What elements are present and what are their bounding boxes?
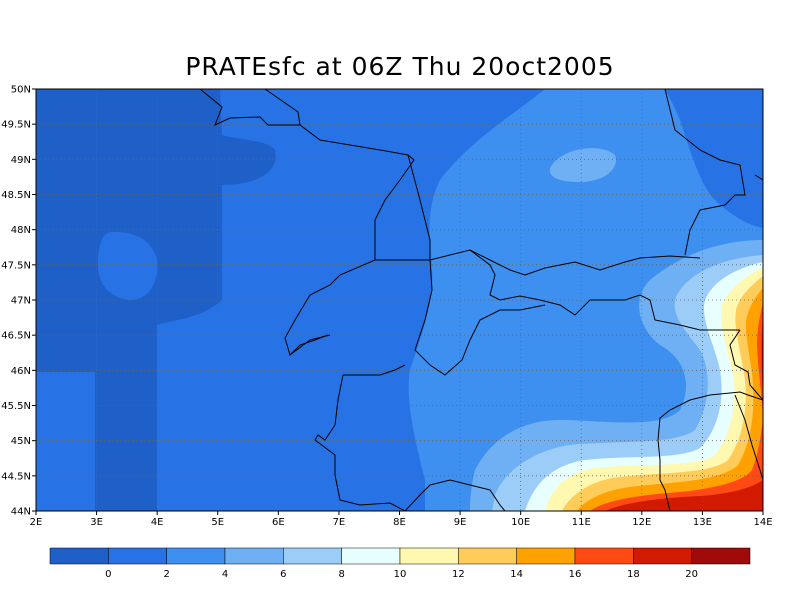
border-italy-coast	[404, 479, 506, 511]
x-tick-label: 11E	[572, 517, 591, 528]
border-east	[754, 174, 763, 181]
y-tick-label: 49N	[11, 155, 31, 166]
contour-level-8	[492, 255, 763, 511]
colorbar-label: 2	[163, 569, 169, 580]
map-title: PRATEsfc at 06Z Thu 20oct2005	[185, 52, 615, 81]
contour-level-0	[36, 89, 276, 511]
colorbar-label: 18	[627, 569, 640, 580]
x-tick-label: 13E	[693, 517, 712, 528]
border-jura	[289, 334, 331, 356]
border-france-germany	[299, 124, 415, 260]
border-france-belgium	[199, 89, 301, 126]
border-france-italy	[407, 154, 546, 376]
colorbar	[49, 547, 751, 565]
border-west	[314, 374, 406, 511]
colorbar-swatch	[108, 547, 167, 565]
border-north-east	[664, 89, 746, 256]
border-austria	[469, 249, 740, 331]
x-tick-label: 10E	[511, 517, 530, 528]
contour-fill	[36, 89, 763, 511]
contour-level-6a	[549, 148, 616, 182]
colorbar-label: 4	[222, 569, 228, 580]
x-axis-ticks: 2E 3E 4E 5E 6E 7E 8E 9E 10E 11E 12E 13E 14E	[30, 511, 773, 528]
border-istria	[734, 394, 763, 481]
colorbar-swatch	[399, 547, 459, 565]
x-tick-label: 9E	[454, 517, 467, 528]
contour-level-2b	[98, 232, 158, 300]
contour-level-20	[605, 312, 763, 511]
colorbar-label: 8	[338, 569, 344, 580]
country-borders	[199, 89, 763, 511]
colorbar-label: 14	[510, 569, 523, 580]
border-slovenia	[729, 329, 763, 401]
colorbar-swatch	[633, 547, 692, 565]
x-tick-label: 12E	[632, 517, 651, 528]
x-tick-label: 4E	[151, 517, 164, 528]
colorbar-swatch	[224, 547, 284, 565]
colorbar-swatch	[49, 547, 109, 565]
border-south-france	[343, 364, 406, 376]
y-tick-label: 47N	[11, 296, 31, 307]
y-tick-label: 44N	[11, 507, 31, 518]
colorbar-swatch	[283, 547, 342, 565]
y-tick-label: 50N	[11, 85, 31, 96]
colorbar-swatch	[574, 547, 634, 565]
x-tick-label: 5E	[211, 517, 224, 528]
x-tick-label: 6E	[272, 517, 285, 528]
y-tick-label: 46.5N	[1, 331, 31, 342]
y-tick-label: 46N	[11, 366, 31, 377]
y-tick-label: 48N	[11, 225, 31, 236]
x-tick-label: 3E	[90, 517, 103, 528]
colorbar-swatch	[516, 547, 576, 565]
border-lake-geneva	[284, 259, 376, 356]
colorbar-swatch	[341, 547, 401, 565]
border-croatia-coast	[657, 391, 763, 511]
y-axis-ticks: 44N 44.5N 45N 45.5N 46N 46.5N 47N 47.5N 48N 48.5N…	[1, 85, 36, 518]
colorbar-swatch	[691, 547, 751, 565]
colorbar-label: 6	[280, 569, 286, 580]
y-tick-label: 45N	[11, 436, 31, 447]
colorbar-label: 0	[105, 569, 111, 580]
x-tick-label: 8E	[393, 517, 406, 528]
colorbar-swatch	[166, 547, 226, 565]
y-tick-label: 49.5N	[1, 120, 31, 131]
colorbar-label: 12	[452, 569, 465, 580]
x-tick-label: 2E	[30, 517, 43, 528]
y-tick-label: 44.5N	[1, 471, 31, 482]
contour-level-10	[525, 262, 763, 511]
colorbar-labels: 0 2 4 6 8 10 12 14 16 18 20	[105, 569, 698, 580]
colorbar-swatch	[458, 547, 517, 565]
x-tick-label: 7E	[333, 517, 346, 528]
contour-level-2c	[665, 89, 763, 228]
y-tick-label: 47.5N	[1, 260, 31, 271]
x-tick-label: 14E	[753, 517, 772, 528]
y-tick-label: 45.5N	[1, 401, 31, 412]
colorbar-label: 20	[685, 569, 698, 580]
y-tick-label: 48.5N	[1, 190, 31, 201]
colorbar-label: 16	[569, 569, 582, 580]
colorbar-label: 10	[394, 569, 407, 580]
